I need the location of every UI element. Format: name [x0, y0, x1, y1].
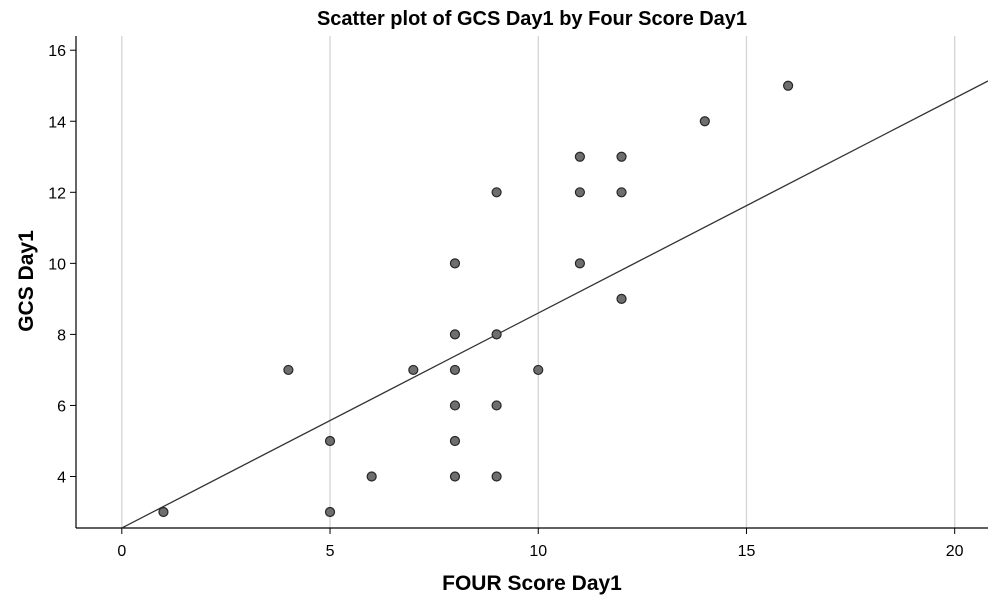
- y-tick-label: 4: [57, 469, 66, 486]
- y-tick-label: 14: [48, 114, 66, 131]
- fit-line: [121, 80, 988, 529]
- y-tick-label: 6: [57, 398, 66, 415]
- y-tick-label: 8: [57, 327, 66, 344]
- data-point: [574, 258, 585, 269]
- data-point: [491, 400, 502, 411]
- x-tick-label: 15: [738, 543, 756, 560]
- x-tick-label: 0: [117, 543, 126, 560]
- y-axis-title: GCS Day1: [15, 230, 38, 332]
- data-point: [574, 187, 585, 198]
- data-point: [699, 116, 710, 127]
- data-point: [366, 471, 377, 482]
- chart-title: Scatter plot of GCS Day1 by Four Score D…: [316, 8, 748, 30]
- y-tick-label: 10: [48, 256, 66, 273]
- data-point: [449, 435, 461, 447]
- x-axis-title: FOUR Score Day1: [442, 572, 622, 595]
- data-point: [616, 293, 627, 304]
- x-tick-label: 10: [529, 543, 547, 560]
- data-point: [574, 151, 585, 162]
- data-point: [533, 364, 544, 376]
- data-point: [449, 329, 461, 340]
- data-point: [491, 329, 502, 340]
- data-point: [616, 151, 627, 162]
- data-point: [449, 400, 461, 411]
- data-point: [783, 80, 794, 91]
- data-point: [449, 364, 461, 376]
- x-tick-label: 5: [326, 543, 335, 560]
- data-point: [324, 435, 336, 447]
- data-point: [283, 364, 294, 376]
- data-point: [616, 187, 627, 198]
- data-point: [449, 258, 461, 269]
- data-point: [408, 364, 419, 376]
- y-tick-label: 16: [48, 43, 66, 60]
- y-tick-label: 12: [48, 185, 66, 202]
- data-point: [158, 506, 169, 518]
- data-point: [324, 506, 336, 518]
- x-tick-label: 20: [946, 543, 964, 560]
- data-point: [449, 471, 461, 482]
- data-point: [491, 471, 502, 482]
- data-point: [491, 187, 502, 198]
